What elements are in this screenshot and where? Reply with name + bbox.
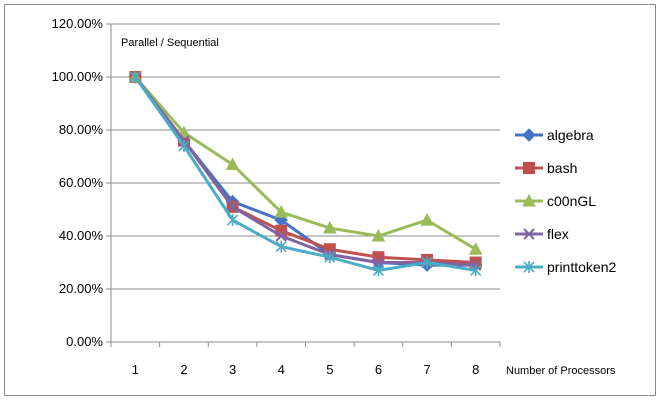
series-line-bash	[134, 76, 476, 264]
chart-frame	[4, 4, 656, 396]
data-point-printtoken2	[372, 264, 385, 277]
y-tick-label: 20.00%	[59, 281, 104, 296]
data-point-printtoken2	[324, 251, 336, 264]
y-tick-label: 100.00%	[52, 69, 104, 84]
x-axis-label: Number of Processors	[506, 365, 616, 377]
x-tick-label: 7	[423, 362, 430, 377]
y-tick-label: 120.00%	[52, 16, 104, 31]
x-tick-label: 6	[375, 362, 382, 377]
series-line-printtoken2	[134, 76, 476, 272]
legend: algebra bash c00nGL flex printtoken2	[515, 127, 616, 275]
y-tick-label: 80.00%	[59, 122, 104, 137]
series-printtoken2	[129, 71, 482, 277]
legend-item-c00ngl: c00nGL	[515, 193, 596, 209]
x-tick-label: 1	[132, 362, 139, 377]
legend-marker	[523, 162, 535, 174]
x-tick-label: 2	[180, 362, 187, 377]
legend-marker	[523, 261, 535, 273]
data-point-c00ngl	[274, 205, 289, 218]
y-tick-label: 0.00%	[66, 334, 103, 349]
x-tick-label: 4	[278, 362, 285, 377]
data-point-c00ngl	[225, 157, 240, 170]
data-point-c00ngl	[322, 221, 337, 234]
data-point-flex	[275, 230, 287, 242]
data-point-printtoken2	[275, 240, 287, 253]
y-tick-label: 40.00%	[59, 228, 104, 243]
marker-stroke	[226, 201, 239, 213]
legend-label: flex	[547, 226, 569, 242]
legend-label: algebra	[547, 127, 594, 143]
marker-stroke	[275, 230, 287, 242]
legend-item-printtoken2: printtoken2	[515, 259, 616, 275]
x-tick-label: 3	[229, 362, 236, 377]
series-line-algebra	[134, 76, 476, 267]
legend-item-algebra: algebra	[515, 127, 594, 143]
series-c00ngl	[128, 69, 483, 255]
legend-marker	[523, 228, 535, 240]
x-tick-labels: 1 2 3 4 5 6 7 8	[132, 362, 480, 377]
legend-item-flex: flex	[515, 226, 569, 242]
x-tick-label: 5	[326, 362, 333, 377]
x-tick-label: 8	[472, 362, 479, 377]
legend-label: c00nGL	[547, 193, 596, 209]
series-group	[128, 69, 483, 277]
marker-stroke	[372, 256, 385, 269]
data-point-printtoken2	[178, 139, 190, 152]
data-point-c00ngl	[420, 213, 434, 226]
y-tick-label: 60.00%	[59, 175, 104, 190]
data-point-c00ngl	[371, 228, 386, 242]
data-point-printtoken2	[470, 264, 482, 277]
legend-marker	[522, 193, 536, 207]
data-point-flex	[226, 201, 239, 213]
series-bash	[129, 71, 482, 269]
data-point-printtoken2	[226, 214, 239, 227]
y-tick-labels: 0.00% 20.00% 40.00% 60.00% 80.00% 100.00% 120.…	[52, 16, 104, 349]
legend-label: bash	[547, 160, 577, 176]
legend-marker	[522, 128, 536, 142]
data-point-printtoken2	[421, 256, 433, 269]
legend-label: printtoken2	[547, 259, 616, 275]
data-point-c00ngl	[468, 242, 483, 255]
data-point-printtoken2	[129, 71, 141, 83]
marker-stroke	[523, 228, 535, 240]
data-point-flex	[372, 256, 385, 269]
gridlines	[106, 23, 500, 343]
axes	[110, 24, 501, 347]
legend-item-bash: bash	[515, 160, 577, 176]
annotation-text: Parallel / Sequential	[121, 37, 219, 49]
series-line-c00ngl	[134, 76, 477, 251]
